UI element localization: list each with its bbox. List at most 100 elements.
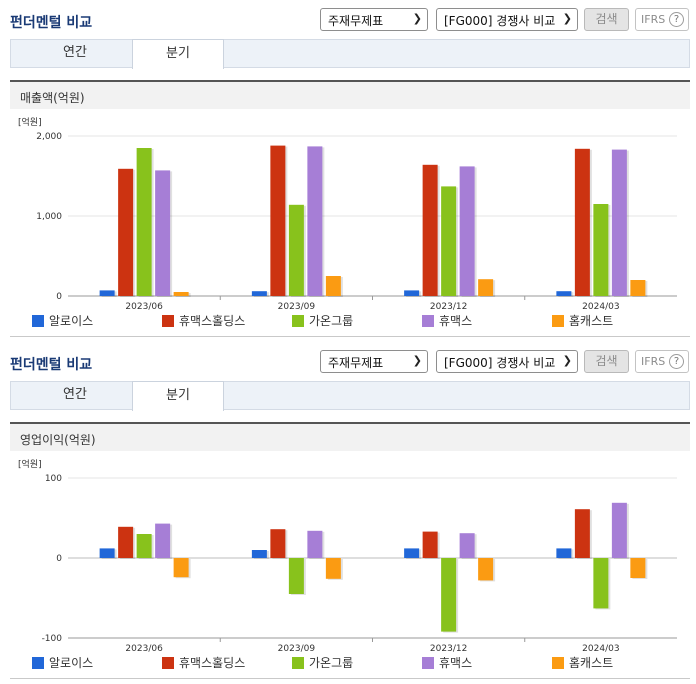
legend-swatch [292,657,304,669]
legend-item[interactable]: 휴맥스홀딩스 [162,654,245,670]
y-tick-label: 0 [56,292,62,302]
legend-swatch [422,657,434,669]
bar-휴맥스홀딩스 [118,526,134,558]
statement-select-value: 주재무제표 [328,14,384,28]
fundamental-section-operating-profit: 펀더멘털 비교 주재무제표 ❯ [FG000] 경쟁사 비교 ❯ 검색 IFRS… [0,342,696,684]
section-header: 펀더멘털 비교 주재무제표 ❯ [FG000] 경쟁사 비교 ❯ 검색 IFRS… [0,0,696,38]
legend-item[interactable]: 휴맥스 [422,654,472,670]
y-tick-label: 100 [45,474,62,484]
bar-휴맥스홀딩스 [574,148,590,296]
tab-annual[interactable]: 연간 [63,45,87,60]
legend-label: 알로이스 [49,656,94,670]
operating-profit-bar-chart: [억원] -100 0 100 2023/06 2023/09 2023/12 2024/03 [18,458,677,654]
legend-label: 휴맥스홀딩스 [179,314,246,328]
x-tick-label: 2023/09 [278,644,316,653]
bar-알로이스 [251,550,267,558]
ifrs-button[interactable]: IFRS ? [635,8,689,31]
legend-label: 휴맥스 [439,656,473,670]
x-tick-label: 2024/03 [582,302,619,311]
x-tick-label: 2023/06 [125,644,163,653]
legend-item[interactable]: 홈캐스트 [552,312,613,328]
bar-알로이스 [556,291,572,296]
legend-label: 알로이스 [49,314,94,328]
bar-휴맥스홀딩스 [574,509,590,558]
bar-휴맥스 [307,146,323,296]
legend-label: 홈캐스트 [569,314,614,328]
bar-홈캐스트 [630,558,646,578]
bar-홈캐스트 [325,558,341,579]
chevron-down-icon: ❯ [412,12,422,25]
bar-가온그룹 [288,204,304,296]
legend-item[interactable]: 알로이스 [32,312,93,328]
legend-label: 가온그룹 [309,314,354,328]
legend-item[interactable]: 휴맥스홀딩스 [162,312,245,328]
chevron-down-icon: ❯ [562,354,572,367]
legend-swatch [162,315,174,327]
tab-quarterly[interactable]: 분기 [132,381,224,411]
bar-알로이스 [556,548,572,558]
statement-select[interactable]: 주재무제표 ❯ [320,8,428,31]
period-tabs: 연간 분기 [10,381,690,411]
section-header: 펀더멘털 비교 주재무제표 ❯ [FG000] 경쟁사 비교 ❯ 검색 IFRS… [0,342,696,380]
legend-item[interactable]: 알로이스 [32,654,93,670]
bar-가온그룹 [441,558,457,632]
search-button[interactable]: 검색 [584,350,629,373]
fundamental-section-sales: 펀더멘털 비교 주재무제표 ❯ [FG000] 경쟁사 비교 ❯ 검색 IFRS… [0,0,696,340]
x-tick-label: 2023/09 [278,302,316,311]
chart-area: [억원] -100 0 100 2023/06 2023/09 2023/12 2024/03… [10,453,690,679]
legend-swatch [162,657,174,669]
tab-quarterly[interactable]: 분기 [132,39,224,69]
bar-가온그룹 [288,558,304,594]
bar-알로이스 [99,290,115,296]
chevron-down-icon: ❯ [412,354,422,367]
legend-item[interactable]: 가온그룹 [292,312,353,328]
search-button[interactable]: 검색 [584,8,629,31]
x-tick-label: 2024/03 [582,644,619,653]
section-title: 펀더멘털 비교 [10,15,93,31]
section-title: 펀더멘털 비교 [10,357,93,373]
statement-select[interactable]: 주재무제표 ❯ [320,350,428,373]
statement-select-value: 주재무제표 [328,356,384,370]
legend-swatch [32,657,44,669]
legend-label: 휴맥스홀딩스 [179,656,246,670]
y-tick-label: -100 [42,634,63,644]
peer-group-select[interactable]: [FG000] 경쟁사 비교 ❯ [436,350,578,373]
bar-휴맥스홀딩스 [118,168,134,296]
x-tick-label: 2023/12 [430,302,467,311]
peer-group-select-value: [FG000] 경쟁사 비교 [444,356,556,370]
bar-휴맥스 [459,533,475,558]
tab-annual[interactable]: 연간 [63,387,87,402]
ifrs-button[interactable]: IFRS ? [635,350,689,373]
chart-legend: 알로이스 휴맥스홀딩스 가온그룹 휴맥스 홈캐스트 [32,654,692,672]
legend-item[interactable]: 가온그룹 [292,654,353,670]
bar-홈캐스트 [478,558,494,581]
peer-group-select[interactable]: [FG000] 경쟁사 비교 ❯ [436,8,578,31]
legend-item[interactable]: 휴맥스 [422,312,472,328]
peer-group-select-value: [FG000] 경쟁사 비교 [444,14,556,28]
x-tick-label: 2023/12 [430,644,467,653]
bar-홈캐스트 [325,276,341,296]
bar-휴맥스홀딩스 [422,164,438,296]
y-tick-label: 0 [56,554,62,564]
question-circle-icon: ? [669,12,684,27]
legend-label: 홈캐스트 [569,656,614,670]
y-unit-label: [억원] [18,116,42,128]
bar-가온그룹 [593,558,609,609]
period-tabs: 연간 분기 [10,39,690,69]
ifrs-label: IFRS [641,355,666,368]
bar-휴맥스 [155,523,171,558]
legend-item[interactable]: 홈캐스트 [552,654,613,670]
chevron-down-icon: ❯ [562,12,572,25]
bar-휴맥스 [307,530,323,558]
y-tick-label: 1,000 [36,212,62,222]
ifrs-label: IFRS [641,13,666,26]
bar-홈캐스트 [478,279,494,296]
bar-알로이스 [99,548,115,558]
bar-휴맥스 [155,170,171,296]
bar-휴맥스홀딩스 [270,145,286,296]
chart-legend: 알로이스 휴맥스홀딩스 가온그룹 휴맥스 홈캐스트 [32,312,692,330]
bar-휴맥스 [611,502,627,558]
legend-label: 가온그룹 [309,656,354,670]
bar-홈캐스트 [173,292,189,296]
y-unit-label: [억원] [18,458,42,470]
